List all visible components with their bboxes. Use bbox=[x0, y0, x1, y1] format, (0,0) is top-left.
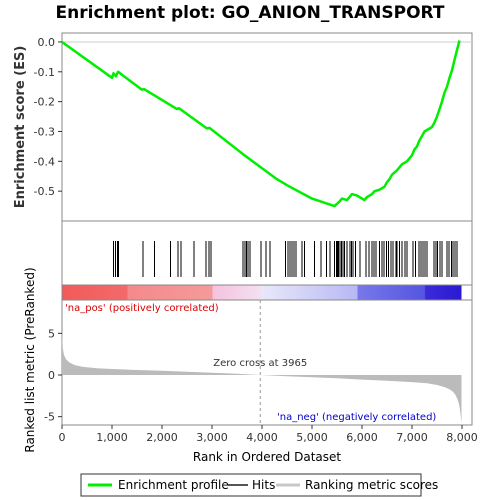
es-y-axis: 0.0 -0.1 -0.2 -0.3 -0.4 -0.5 bbox=[34, 36, 62, 198]
legend-frame bbox=[80, 473, 422, 497]
legend: Enrichment profile Hits Ranking metric s… bbox=[80, 473, 438, 497]
x-tick-label: 2,000 bbox=[146, 431, 178, 444]
es-panel: 0.0 -0.1 -0.2 -0.3 -0.4 -0.5 Enrichment score… bbox=[13, 32, 473, 222]
es-y-tick-label: -0.4 bbox=[34, 155, 55, 168]
neg-correlated-label: 'na_neg' (negatively correlated) bbox=[277, 412, 436, 423]
ranking-x-axis: 0 1,000 2,000 3,000 4,000 5,000 6,000 7,000 8,00… bbox=[59, 425, 478, 444]
chart-title: Enrichment plot: GO_ANION_TRANSPORT bbox=[56, 3, 445, 23]
x-axis-label: Rank in Ordered Dataset bbox=[193, 450, 341, 464]
x-tick-label: 7,000 bbox=[396, 431, 428, 444]
x-tick-label: 8,000 bbox=[446, 431, 478, 444]
enrichment-profile-line bbox=[62, 40, 461, 208]
hit-markers bbox=[113, 241, 458, 277]
hits-panel-frame bbox=[61, 220, 473, 286]
x-tick-label: 1,000 bbox=[96, 431, 128, 444]
ranking-color-bar bbox=[61, 284, 473, 301]
zero-cross-label: Zero cross at 3965 bbox=[213, 358, 307, 369]
legend-hits-label: Hits bbox=[252, 478, 275, 492]
pos-correlated-label: 'na_pos' (positively correlated) bbox=[65, 303, 219, 314]
legend-enrichment-label: Enrichment profile bbox=[118, 478, 229, 492]
ranking-panel: 5 0 -5 0 1,000 2,000 3,000 4,000 5,000 6,000 7,00… bbox=[23, 267, 478, 464]
x-tick-label: 4,000 bbox=[246, 431, 278, 444]
es-y-tick-label: -0.5 bbox=[34, 185, 55, 198]
es-y-tick-label: -0.1 bbox=[34, 66, 55, 79]
es-y-tick-label: 0.0 bbox=[38, 36, 56, 49]
ranking-y-tick-label: -5 bbox=[44, 411, 55, 424]
ranking-y-tick-label: 0 bbox=[48, 369, 55, 382]
x-tick-label: 3,000 bbox=[196, 431, 228, 444]
ranking-y-axis-label: Ranked list metric (PreRanked) bbox=[23, 267, 37, 452]
es-y-tick-label: -0.2 bbox=[34, 96, 55, 109]
legend-ranking-label: Ranking metric scores bbox=[305, 478, 438, 492]
x-tick-label: 6,000 bbox=[346, 431, 378, 444]
ranking-panel-frame bbox=[61, 299, 473, 426]
es-y-tick-label: -0.3 bbox=[34, 125, 55, 138]
es-panel-frame bbox=[61, 32, 473, 222]
x-tick-label: 5,000 bbox=[296, 431, 328, 444]
es-y-axis-label: Enrichment score (ES) bbox=[13, 46, 28, 209]
hits-panel bbox=[61, 220, 473, 301]
ranking-y-axis: 5 0 -5 bbox=[44, 327, 62, 424]
ranking-y-tick-label: 5 bbox=[48, 327, 55, 340]
x-tick-label: 0 bbox=[59, 431, 66, 444]
ranking-metric-area bbox=[62, 330, 462, 424]
